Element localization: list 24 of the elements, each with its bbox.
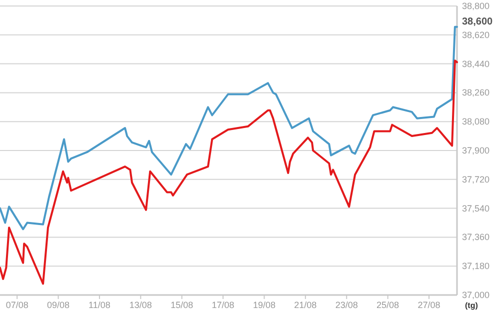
x-tick-label: 21/08	[294, 300, 317, 310]
x-tick-label: 13/08	[129, 300, 152, 310]
x-tick-label: 19/08	[252, 300, 276, 310]
y-tick-label: 38,080	[462, 116, 490, 127]
y-tick-label: 38,440	[462, 58, 490, 69]
text: 38,600	[462, 16, 494, 28]
y-tick-label: 38,260	[462, 88, 490, 98]
y-tick-label: 38,800	[462, 1, 490, 11]
y-tick-label: 37,180	[462, 261, 490, 272]
x-tick-label: 17/08	[212, 300, 234, 310]
x-tick-label: 25/08	[376, 300, 400, 310]
text: (tg)	[465, 301, 478, 310]
y-tick-label: 38,620	[462, 30, 490, 40]
x-tick-label: 15/08	[170, 300, 194, 310]
y-tick-label: 37,360	[462, 232, 490, 242]
y-tick-label: 37,540	[462, 203, 490, 214]
x-tick-label: 11/08	[88, 300, 110, 310]
x-tick-label: 07/08	[6, 300, 28, 310]
x-tick-label: 23/08	[335, 300, 358, 310]
x-tick-label: 09/08	[47, 300, 70, 310]
y-tick-label: 37,000	[462, 290, 490, 300]
x-tick-label: 27/08	[418, 300, 440, 310]
y-tick-label: 37,900	[462, 146, 490, 156]
y-tick-label: 37,720	[462, 174, 490, 184]
